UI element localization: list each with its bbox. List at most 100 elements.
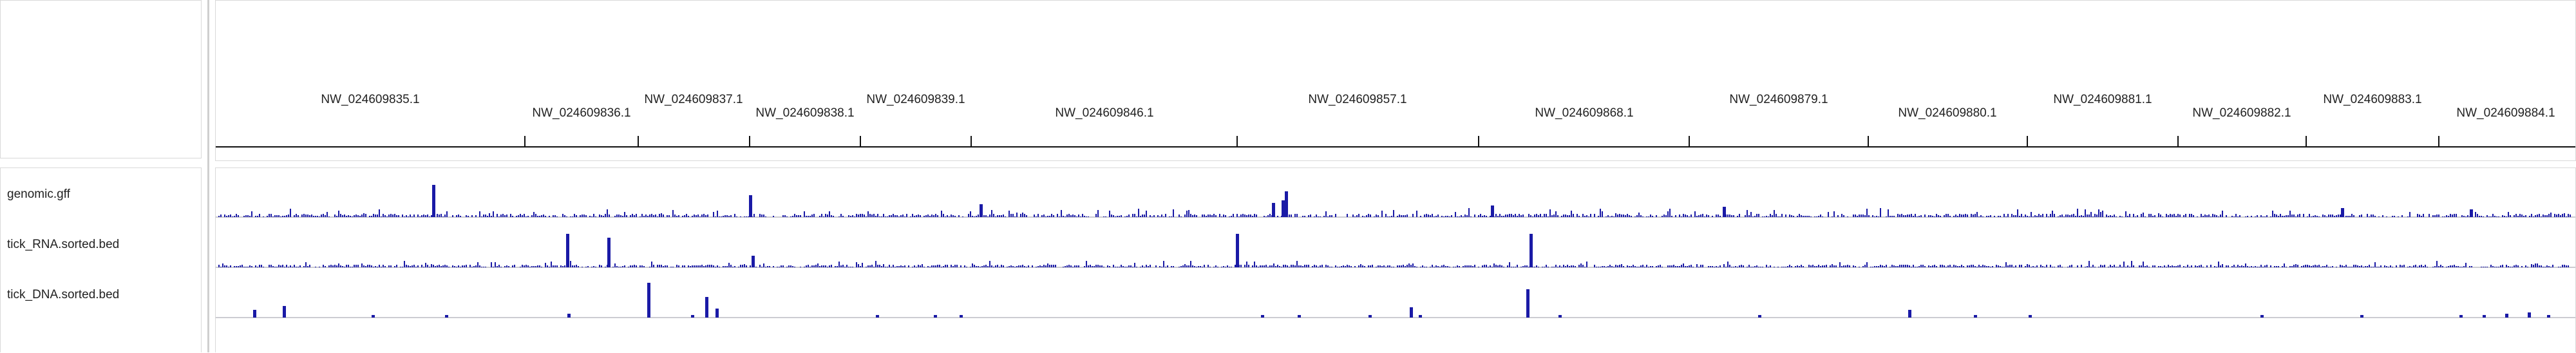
coverage-bar — [1986, 266, 1987, 267]
coverage-bar — [1161, 215, 1162, 217]
coverage-bar — [305, 262, 307, 267]
contig-label[interactable]: NW_024609846.1 — [1055, 106, 1153, 120]
coverage-bar — [2539, 214, 2540, 217]
coverage-bar — [1812, 265, 1814, 267]
coverage-bar — [479, 211, 480, 217]
contig-label[interactable]: NW_024609881.1 — [2053, 93, 2152, 106]
coverage-bar — [1457, 265, 1458, 267]
coverage-bar — [2237, 216, 2239, 217]
coverage-bar — [1320, 216, 1321, 217]
coverage-bar — [879, 265, 880, 267]
track-name-genomic[interactable]: genomic.gff — [7, 187, 70, 201]
coverage-bar — [885, 216, 886, 217]
track-rna-coverage[interactable] — [216, 234, 2575, 268]
coverage-bar — [230, 265, 231, 267]
panel-divider[interactable] — [207, 0, 209, 352]
coverage-bar — [900, 265, 902, 267]
coverage-bar — [1764, 216, 1765, 217]
contig-label[interactable]: NW_024609884.1 — [2456, 106, 2555, 120]
coverage-bar — [2133, 265, 2134, 267]
contig-label[interactable]: NW_024609835.1 — [321, 93, 419, 106]
contig-label[interactable]: NW_024609868.1 — [1535, 106, 1633, 120]
coverage-bar — [440, 214, 442, 217]
coverage-bar — [2179, 265, 2181, 267]
contig-label[interactable]: NW_024609882.1 — [2192, 106, 2291, 120]
coverage-bar — [1841, 266, 1842, 267]
coverage-bar — [1959, 214, 1960, 217]
coverage-bar — [1712, 266, 1713, 267]
coverage-bar — [1577, 214, 1578, 217]
coverage-bar — [2535, 263, 2536, 267]
coverage-bar — [1739, 265, 1740, 267]
coverage-bar — [1009, 266, 1010, 267]
contig-label[interactable]: NW_024609836.1 — [532, 106, 630, 120]
coverage-bar — [1221, 216, 1222, 217]
coverage-bar — [601, 265, 602, 267]
coverage-bar — [715, 309, 719, 318]
coverage-bar — [1233, 214, 1234, 217]
contig-label[interactable]: NW_024609883.1 — [2323, 93, 2421, 106]
coverage-bar — [1669, 265, 1671, 267]
coverage-bar — [1768, 216, 1769, 217]
coverage-bar — [2094, 214, 2096, 217]
coverage-bar — [479, 265, 480, 267]
coverage-peak — [566, 234, 569, 267]
coverage-bar — [2054, 214, 2055, 217]
coverage-bar — [1965, 214, 1966, 217]
contig-label[interactable]: NW_024609857.1 — [1308, 93, 1406, 106]
coverage-bar — [1275, 266, 1276, 267]
coverage-bar — [556, 216, 558, 217]
coverage-bar — [1832, 216, 1833, 217]
track-name-rna[interactable]: tick_RNA.sorted.bed — [7, 238, 120, 251]
data-panel[interactable] — [215, 167, 2576, 352]
coverage-bar — [2448, 216, 2449, 217]
coverage-bar — [1113, 265, 1114, 267]
coverage-bar — [1918, 216, 1920, 217]
coverage-bar — [1273, 263, 1274, 267]
contig-label[interactable]: NW_024609880.1 — [1898, 106, 1996, 120]
coverage-bar — [1109, 211, 1110, 217]
contig-label[interactable]: NW_024609838.1 — [755, 106, 854, 120]
coverage-bar — [1770, 265, 1771, 267]
coverage-bar — [1617, 215, 1618, 217]
coverage-bar — [2137, 215, 2138, 217]
coverage-bar — [1049, 265, 1050, 267]
coverage-bar — [226, 216, 227, 217]
track-genomic-coverage[interactable] — [216, 185, 2575, 218]
coverage-bar — [2029, 265, 2030, 267]
coverage-bar — [842, 216, 844, 217]
coverage-bar — [2231, 216, 2233, 217]
track-dna-coverage[interactable] — [216, 283, 2575, 318]
coverage-bar — [1495, 265, 1497, 267]
coverage-bar — [1563, 265, 1564, 267]
coverage-bar — [475, 265, 477, 267]
coverage-bar — [1364, 266, 1365, 267]
contig-label[interactable]: NW_024609837.1 — [644, 93, 743, 106]
coverage-bar — [1814, 216, 1815, 217]
contig-label[interactable]: NW_024609839.1 — [866, 93, 965, 106]
coverage-bar — [1565, 215, 1566, 217]
coverage-bar — [2378, 216, 2380, 217]
coverage-bar — [1917, 216, 1918, 217]
coverage-bar — [2058, 216, 2059, 217]
coverage-bar — [2456, 266, 2457, 267]
coverage-bar — [1387, 265, 1388, 267]
coverage-bar — [1878, 266, 1879, 267]
coverage-bar — [464, 265, 465, 267]
coverage-tracks[interactable] — [216, 168, 2575, 353]
coverage-bar — [1269, 214, 1271, 217]
coverage-bar — [2141, 265, 2142, 267]
track-name-dna[interactable]: tick_DNA.sorted.bed — [7, 288, 120, 301]
coverage-bar — [2239, 266, 2240, 267]
coverage-bar — [334, 265, 336, 267]
coverage-bar — [920, 265, 921, 267]
coverage-bar — [570, 261, 571, 267]
coverage-bar — [935, 265, 936, 267]
coverage-bar — [891, 215, 892, 217]
coverage-bar — [1598, 216, 1599, 217]
contig-label[interactable]: NW_024609879.1 — [1729, 93, 1828, 106]
coverage-bar — [294, 215, 295, 217]
coverage-bar — [987, 266, 989, 267]
coverage-bar — [591, 216, 592, 217]
coverage-bar — [2313, 216, 2314, 217]
